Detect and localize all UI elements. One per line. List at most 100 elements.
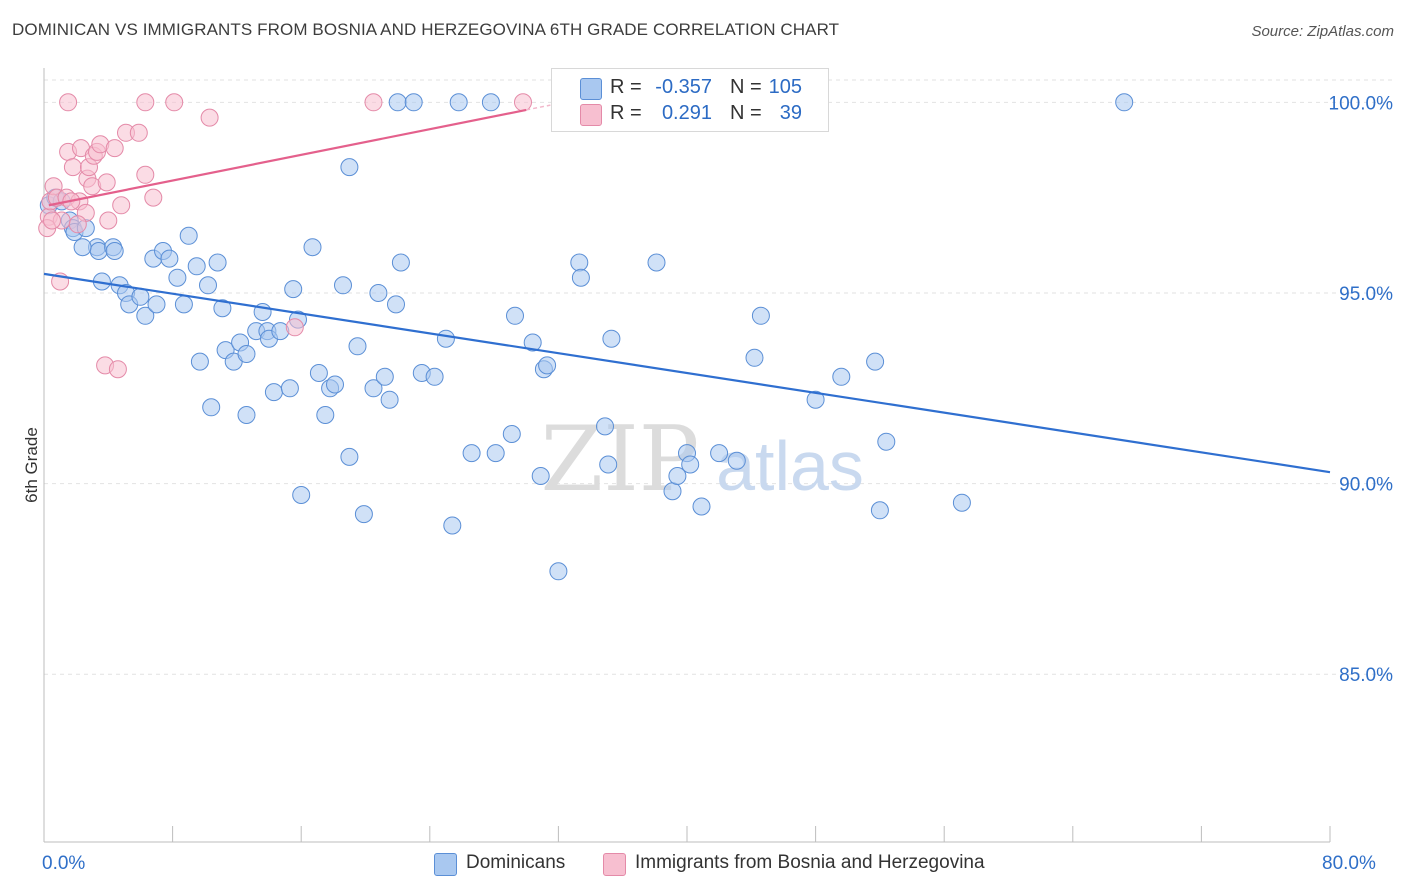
data-point xyxy=(380,390,399,409)
data-point xyxy=(663,482,682,501)
data-point xyxy=(303,238,322,257)
data-point xyxy=(43,211,61,230)
data-point xyxy=(208,253,227,272)
data-point xyxy=(334,276,352,295)
bosnia-points xyxy=(38,93,532,379)
data-point xyxy=(596,417,614,436)
data-point xyxy=(144,188,163,207)
watermark: ZIP atlas xyxy=(541,407,864,512)
data-point xyxy=(73,238,92,257)
source-credit: Source: ZipAtlas.com xyxy=(1251,23,1394,40)
bottom-legend-label: Immigrants from Bosnia and Herzegovina xyxy=(635,852,985,873)
data-point xyxy=(59,93,78,112)
data-point xyxy=(425,367,444,386)
y-tick-label: 85.0% xyxy=(1339,665,1393,686)
data-point xyxy=(187,257,206,276)
data-point xyxy=(404,93,423,112)
data-point xyxy=(481,93,500,112)
data-point xyxy=(68,215,87,234)
data-point xyxy=(136,165,155,184)
data-point xyxy=(462,444,481,463)
x-tick-label-min: 0.0% xyxy=(42,853,86,874)
data-point xyxy=(97,173,116,192)
data-point xyxy=(309,364,328,382)
bottom-legend-swatch-blue xyxy=(434,853,457,876)
legend-n-label: N = xyxy=(730,76,762,98)
data-point xyxy=(165,93,184,112)
data-point xyxy=(486,444,505,463)
legend-r-value: 0.291 xyxy=(661,102,712,124)
data-point xyxy=(190,352,209,371)
data-point xyxy=(832,367,851,386)
data-point xyxy=(727,451,746,470)
legend-row-dominicans: R = -0.357 N = 105 xyxy=(552,75,828,101)
data-point xyxy=(436,329,455,348)
bosnia-trend-line xyxy=(48,108,527,207)
data-point xyxy=(668,467,687,485)
data-point xyxy=(692,497,711,516)
data-point xyxy=(340,447,359,466)
legend-n-label: N = xyxy=(730,102,762,124)
data-point xyxy=(369,284,388,302)
data-point xyxy=(129,123,148,142)
legend-r-value: -0.357 xyxy=(655,76,712,98)
data-point xyxy=(514,93,532,112)
data-point xyxy=(443,516,462,535)
data-point xyxy=(340,158,359,177)
data-point xyxy=(502,425,521,443)
data-point xyxy=(1115,93,1134,112)
data-point xyxy=(391,253,410,272)
data-point xyxy=(99,211,118,230)
data-point xyxy=(877,432,896,451)
data-point xyxy=(202,398,221,417)
data-point xyxy=(112,196,131,215)
data-point xyxy=(387,295,405,314)
data-point xyxy=(602,329,621,348)
data-point xyxy=(213,299,232,318)
data-point xyxy=(449,93,468,112)
data-point xyxy=(364,93,383,112)
data-point xyxy=(199,276,217,295)
data-point xyxy=(571,268,590,287)
data-point xyxy=(388,93,407,112)
y-tick-label: 100.0% xyxy=(1329,93,1394,114)
data-points xyxy=(38,93,1134,581)
data-point xyxy=(264,383,283,402)
legend-n-value: 105 xyxy=(768,76,802,98)
data-point xyxy=(570,253,589,272)
data-point xyxy=(870,501,889,520)
legend-swatch-blue xyxy=(580,78,602,100)
data-point xyxy=(168,268,187,287)
data-point xyxy=(105,242,124,260)
data-point xyxy=(131,287,150,306)
data-point xyxy=(375,367,394,386)
legend-r-label: R = xyxy=(610,76,642,98)
legend-n-value: 39 xyxy=(779,102,802,124)
data-point xyxy=(292,486,311,504)
data-point xyxy=(751,306,770,325)
data-point xyxy=(681,455,700,474)
data-point xyxy=(599,455,618,474)
legend-row-bosnia: R = 0.291 N = 39 xyxy=(552,101,828,127)
data-point xyxy=(506,306,524,325)
data-point xyxy=(237,406,256,424)
x-tick-label-max: 80.0% xyxy=(1322,853,1376,874)
data-point xyxy=(364,379,383,398)
data-point xyxy=(326,375,344,394)
y-tick-label: 90.0% xyxy=(1339,475,1393,496)
data-point xyxy=(806,390,825,409)
data-point xyxy=(174,295,193,314)
data-point xyxy=(63,158,82,177)
y-tick-label: 95.0% xyxy=(1339,284,1393,305)
dominicans-points xyxy=(39,93,1134,581)
dominicans-trend-line xyxy=(43,272,1331,474)
legend-r-label: R = xyxy=(610,102,642,124)
data-point xyxy=(147,295,166,314)
y-tick-labels: 85.0% 90.0% 95.0% 100.0% xyxy=(1329,93,1394,686)
bottom-legend-swatch-pink xyxy=(603,853,626,876)
data-point xyxy=(200,108,219,127)
data-point xyxy=(105,139,124,158)
data-point xyxy=(160,249,179,268)
data-point xyxy=(108,360,127,379)
